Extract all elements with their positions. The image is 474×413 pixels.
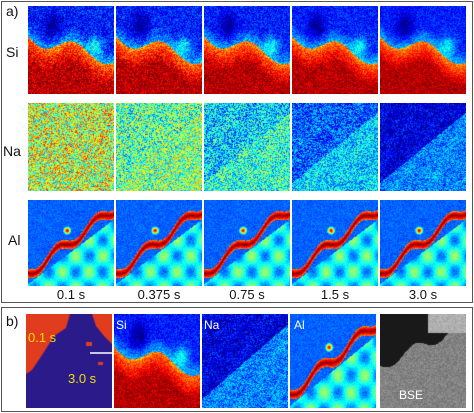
bse-image [380, 314, 466, 408]
time-label-4: 1.5 s [320, 287, 350, 302]
panel-a-label: a) [6, 3, 19, 19]
bse-label: BSE [399, 388, 424, 402]
map-al-b [290, 314, 376, 408]
map-label-si: Si [116, 318, 127, 332]
map-label-al: Al [294, 318, 305, 332]
map-na-t1 [28, 103, 114, 191]
map-si-t5 [380, 6, 466, 94]
map-na-t4 [292, 103, 378, 191]
phase-label-top: 0.1 s [28, 330, 57, 345]
map-na-t3 [204, 103, 290, 191]
map-na-b [202, 314, 288, 408]
time-label-1: 0.1 s [56, 287, 86, 302]
map-si-t4 [292, 6, 378, 94]
phase-label-bottom: 3.0 s [68, 371, 97, 386]
map-na-t2 [116, 103, 202, 191]
panel-a-frame [1, 1, 473, 303]
panel-b-frame [1, 307, 473, 412]
time-label-5: 3.0 s [408, 287, 438, 302]
panel-b-label: b) [6, 313, 19, 329]
map-al-t1 [28, 200, 114, 286]
map-na-t5 [380, 103, 466, 191]
map-si-t2 [116, 6, 202, 94]
phase-map [26, 314, 112, 408]
map-si-b [114, 314, 200, 408]
map-si-t1 [28, 6, 114, 94]
time-label-2: 0.375 s [137, 287, 181, 302]
row-label-al: Al [8, 232, 21, 248]
map-al-t4 [292, 200, 378, 286]
map-al-t3 [204, 200, 290, 286]
row-label-na: Na [3, 143, 21, 159]
row-label-si: Si [6, 44, 19, 60]
map-al-t5 [380, 200, 466, 286]
map-label-na: Na [204, 318, 220, 332]
time-label-3: 0.75 s [229, 287, 265, 302]
map-si-t3 [204, 6, 290, 94]
map-al-t2 [116, 200, 202, 286]
